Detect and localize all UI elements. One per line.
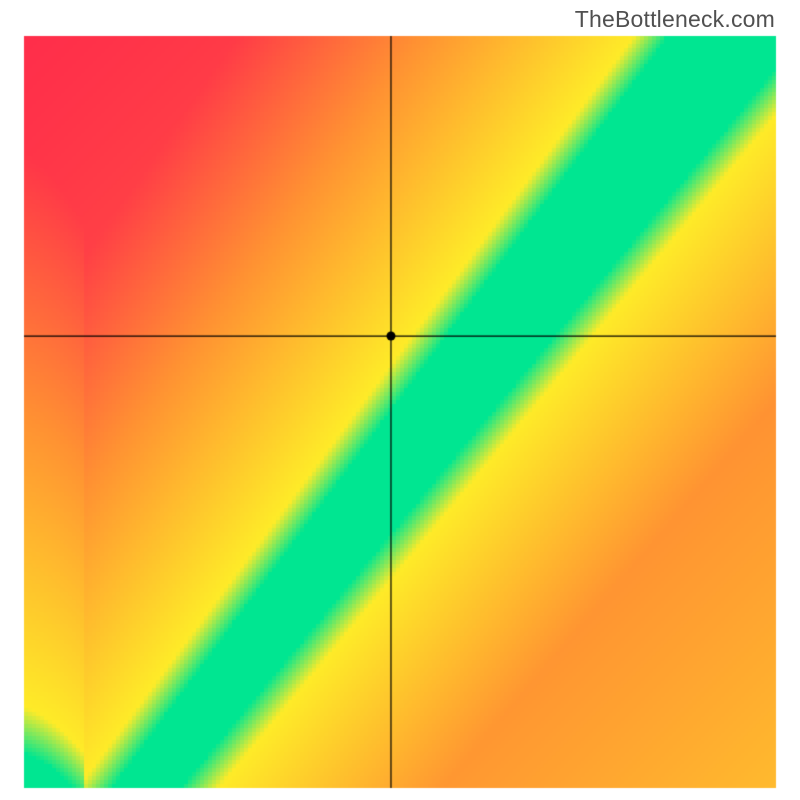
heatmap-canvas: [0, 0, 800, 800]
watermark-text: TheBottleneck.com: [575, 6, 775, 33]
chart-container: TheBottleneck.com: [0, 0, 800, 800]
